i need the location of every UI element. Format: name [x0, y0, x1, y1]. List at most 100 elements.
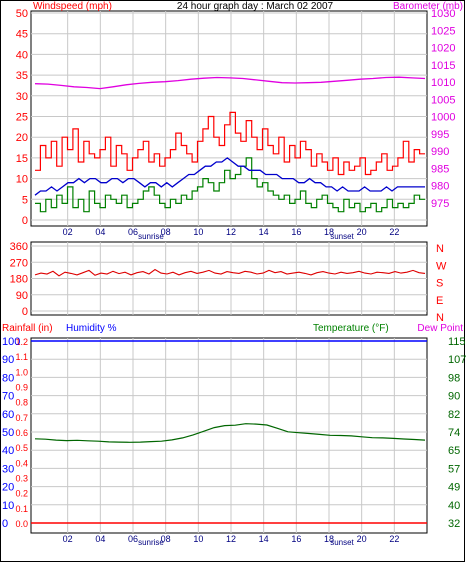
temperature-tick-label: 82 [448, 409, 460, 421]
climate-x-tick-label: 18 [324, 534, 334, 544]
humidity-axis-label: Humidity % [66, 323, 117, 334]
climate-x-tick-label: 12 [226, 534, 236, 544]
sunset-label: sunset [330, 232, 354, 241]
windspeed-axis-label: Windspeed (mph) [33, 1, 112, 12]
climate-plot-area [30, 337, 428, 534]
climate-x-tick-label: 22 [389, 534, 399, 544]
compass-label: W [436, 260, 447, 272]
humidity-tick-label: 100 [2, 336, 20, 348]
gust-series [35, 111, 425, 176]
rainfall-tick-label: 0.6 [15, 428, 28, 438]
direction-y-tick-label: 360 [10, 241, 28, 253]
humidity-tick-label: 90 [2, 354, 14, 366]
wind-y-tick-label: 15 [16, 153, 28, 165]
green-wind-series [35, 157, 425, 213]
wind-x-ticks: 02 04 06 08 10 12 14 16 18 20 22 [63, 227, 400, 237]
sunrise-label: sunrise [138, 232, 164, 241]
humidity-tick-label: 10 [2, 500, 14, 512]
climate-panel: Rainfall (in) Humidity % Temperature (°F… [2, 323, 466, 547]
wind-y-tick-label: 35 [16, 70, 28, 82]
compass-label: S [436, 278, 443, 290]
barometer-y-tick-label: 1010 [431, 77, 455, 89]
humidity-tick-label: 80 [2, 372, 14, 384]
rainfall-tick-label: 0.1 [15, 504, 28, 514]
rainfall-tick-label: 1.2 [15, 337, 28, 347]
wind-x-tick-label: 16 [291, 227, 301, 237]
temperature-tick-label: 57 [448, 463, 460, 475]
temperature-tick-label: 32 [448, 518, 460, 530]
barometer-line [34, 76, 426, 90]
barometer-y-tick-label: 980 [431, 181, 449, 193]
wind-y-tick-label: 45 [16, 29, 28, 41]
wind-x-tick-label: 04 [95, 227, 105, 237]
temperature-tick-label: 115 [448, 336, 466, 348]
rainfall-tick-label: 1.1 [15, 352, 28, 362]
climate-x-tick-label: 10 [193, 534, 203, 544]
wind-grid [31, 11, 427, 226]
dew-point-axis-label: Dew Point [417, 323, 463, 334]
chart-title: 24 hour graph day : March 02 2007 [177, 1, 334, 12]
barometer-y-tick-label: 995 [431, 129, 449, 141]
barometer-y-tick-label: 985 [431, 163, 449, 175]
barometer-y-tick-label: 1005 [431, 94, 455, 106]
average-wind-series [34, 157, 425, 196]
temperature-tick-label: 74 [448, 427, 460, 439]
humidity-tick-label: 0 [2, 518, 8, 530]
climate-x-tick-label: 14 [259, 534, 269, 544]
barometer-y-tick-label: 1000 [431, 112, 455, 124]
direction-line [34, 268, 426, 277]
climate-x-tick-label: 20 [357, 534, 367, 544]
rainfall-axis-label: Rainfall (in) [2, 323, 53, 334]
green-wind-line [35, 157, 425, 213]
wind-x-tick-label: 02 [63, 227, 73, 237]
wind-y-tick-label: 20 [16, 132, 28, 144]
temperature-tick-label: 98 [448, 372, 460, 384]
wind-y-tick-label: 30 [16, 91, 28, 103]
barometer-y-tick-label: 1020 [431, 43, 455, 55]
rainfall-tick-label: 0.0 [15, 519, 28, 529]
temperature-line [34, 423, 426, 443]
temperature-tick-label: 107 [448, 354, 466, 366]
sunrise-label-bottom: sunrise [138, 538, 164, 547]
direction-y-tick-label: 0 [22, 306, 28, 318]
average-wind-line [34, 157, 425, 196]
gust-line [35, 111, 425, 176]
temperature-axis-label: Temperature (°F) [313, 323, 389, 334]
wind-y-tick-label: 5 [22, 194, 28, 206]
wind-x-tick-label: 18 [324, 227, 334, 237]
climate-x-tick-label: 06 [128, 534, 138, 544]
barometer-y-ticks: 1030 1025 1020 1015 1010 1005 1000 995 990 985 980… [431, 8, 455, 210]
barometer-y-tick-label: 1025 [431, 25, 455, 37]
rainfall-tick-label: 0.9 [15, 383, 28, 393]
sunset-label-bottom: sunset [330, 538, 354, 547]
direction-series [34, 268, 426, 277]
wind-y-tick-label: 40 [16, 49, 28, 61]
climate-x-tick-label: 16 [291, 534, 301, 544]
wind-x-tick-label: 10 [193, 227, 203, 237]
barometer-y-tick-label: 1030 [431, 8, 455, 20]
barometer-y-tick-label: 1015 [431, 60, 455, 72]
humidity-tick-label: 30 [2, 463, 14, 475]
climate-x-tick-label: 02 [63, 534, 73, 544]
rainfall-tick-label: 0.4 [15, 458, 28, 468]
climate-series [31, 340, 427, 524]
climate-x-ticks: 02 04 06 08 10 12 14 16 18 20 22 [63, 534, 400, 544]
humidity-tick-label: 70 [2, 391, 14, 403]
compass-label: N [436, 312, 444, 324]
climate-x-tick-label: 04 [95, 534, 105, 544]
direction-grid [31, 242, 427, 315]
wind-plot-area [30, 10, 428, 227]
barometer-series [34, 76, 426, 90]
barometer-axis-label: Barometer (mb) [393, 1, 463, 12]
compass-label: N [436, 243, 444, 255]
wind-y-tick-label: 10 [16, 174, 28, 186]
temperature-ticks: 115 107 98 90 82 74 65 57 49 40 32 [448, 336, 466, 530]
barometer-y-tick-label: 975 [431, 198, 449, 210]
